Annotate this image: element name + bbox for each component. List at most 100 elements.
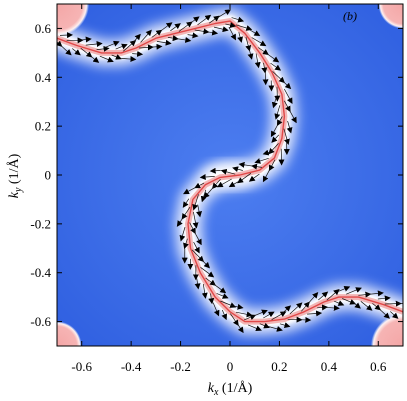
y-tick-label: 0.4 — [35, 70, 52, 85]
plot-area — [57, 4, 403, 346]
spin-arrow — [225, 22, 237, 29]
spin-arrow — [131, 33, 141, 44]
spin-arrow — [259, 322, 270, 329]
spin-arrow — [254, 157, 269, 164]
spin-arrow — [158, 22, 173, 33]
spin-arrow — [262, 149, 274, 156]
spin-arrow — [197, 14, 212, 26]
spin-arrow — [287, 316, 303, 323]
y-tick-label: 0 — [45, 168, 52, 183]
spin-arrow — [187, 32, 199, 39]
spin-arrow — [111, 54, 122, 60]
spin-arrow — [271, 311, 287, 321]
spin-arrow — [265, 52, 280, 63]
spin-arrow — [251, 163, 262, 170]
spin-arrow — [90, 55, 100, 63]
spin-arrow — [213, 26, 229, 33]
spin-arrow — [248, 173, 260, 182]
contour-line — [57, 20, 403, 323]
spin-arrow — [85, 41, 103, 47]
spin-arrow — [377, 295, 391, 302]
corner-pocket — [57, 4, 90, 37]
y-tick-label: -0.6 — [30, 314, 51, 329]
spin-arrow — [289, 302, 303, 315]
spin-arrow — [237, 323, 244, 334]
spin-arrow — [203, 185, 216, 199]
spin-arrow — [237, 32, 244, 43]
y-axis-title: ky (1/Å) — [6, 153, 24, 198]
x-tick-label: 0 — [227, 359, 234, 374]
panel-label: (b) — [343, 9, 357, 23]
x-axis-title: kx (1/Å) — [208, 380, 253, 398]
spin-arrow — [276, 116, 283, 127]
spin-arrow — [334, 300, 345, 306]
spin-arrow — [254, 53, 261, 69]
spin-arrow — [283, 128, 290, 146]
spin-arrow — [193, 241, 200, 254]
spin-arrow — [115, 43, 128, 50]
spin-arrow — [183, 186, 197, 195]
spin-arrow — [194, 182, 205, 189]
spin-arrow — [281, 79, 292, 90]
spin-arrow — [270, 123, 279, 138]
y-tick-label: 0.6 — [35, 21, 52, 36]
spin-arrow — [397, 303, 403, 305]
spin-arrow — [245, 36, 252, 52]
spin-arrow — [390, 311, 399, 319]
spin-arrow — [318, 291, 329, 301]
spin-arrow — [228, 26, 236, 41]
spin-arrow — [216, 9, 232, 19]
spin-arrow — [288, 108, 297, 124]
spin-arrow — [268, 325, 283, 332]
corner-pocket — [370, 313, 403, 346]
spin-arrow — [271, 134, 280, 143]
spin-arrow — [262, 70, 269, 86]
spin-arrow — [248, 29, 261, 37]
spin-arrow — [230, 313, 239, 327]
corner-pocket — [378, 4, 403, 29]
spin-arrow — [247, 49, 254, 60]
spin-arrow — [156, 39, 172, 46]
spin-arrow — [199, 174, 215, 181]
spin-arrow — [140, 29, 152, 43]
spin-arrow — [194, 28, 210, 35]
spin-arrow — [192, 211, 199, 229]
spin-arrow — [212, 282, 227, 294]
spin-arrow — [209, 167, 221, 174]
spin-arrow — [212, 302, 220, 317]
spin-arrow — [176, 217, 184, 227]
spin-arrow — [346, 287, 362, 295]
spin-arrow — [151, 43, 163, 50]
y-axis-ticks: -0.6 -0.4 -0.2 0 0.2 0.4 0.6 — [30, 21, 403, 329]
x-tick-label: 0.6 — [370, 359, 387, 374]
spin-arrow — [193, 230, 202, 246]
y-tick-label: 0.2 — [35, 119, 51, 134]
spin-arrow — [103, 40, 120, 49]
spin-arrow — [237, 173, 252, 184]
x-tick-label: -0.4 — [121, 359, 142, 374]
spin-arrow — [338, 285, 351, 292]
spin-arrow — [235, 311, 253, 318]
spin-arrow — [170, 23, 181, 32]
spin-arrow — [270, 62, 282, 71]
spin-arrow — [378, 308, 390, 319]
spin-arrow — [232, 166, 243, 173]
spin-arrow — [121, 56, 137, 63]
x-tick-label: 0.4 — [321, 359, 338, 374]
spin-arrow — [138, 44, 154, 51]
spin-arrow — [132, 50, 144, 57]
spin-arrow — [251, 309, 268, 317]
spin-arrow — [352, 301, 361, 309]
spin-arrow — [176, 36, 192, 43]
spin-arrow — [228, 180, 241, 188]
spin-arrow — [307, 310, 323, 317]
spin-arrow — [251, 37, 267, 47]
spin-arrow — [200, 267, 215, 278]
spin-arrow — [80, 47, 93, 58]
spin-arrow — [216, 293, 229, 299]
spin-arrow — [262, 167, 272, 183]
fermi-contour-band — [57, 18, 403, 325]
spin-arrow — [181, 206, 191, 220]
spin-arrow — [220, 168, 236, 175]
spin-arrow — [238, 161, 254, 168]
